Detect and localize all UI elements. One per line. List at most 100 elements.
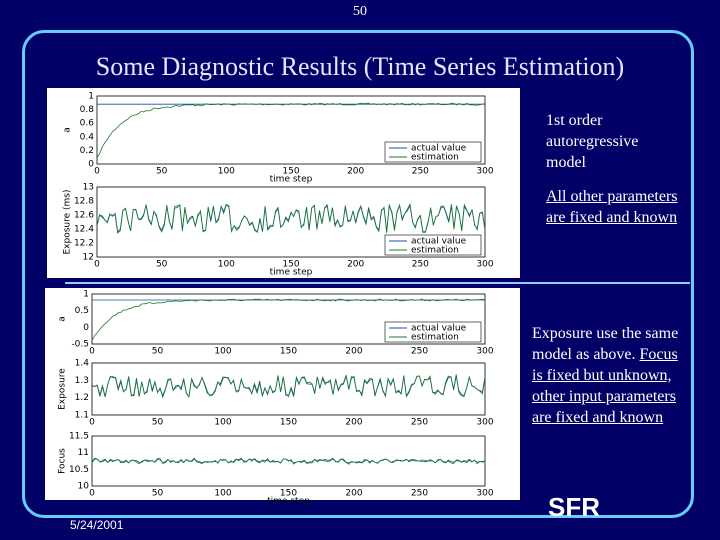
y-tick-label: 1.1 xyxy=(75,411,89,421)
note-underlined: Focus is fixed but unknown, other input … xyxy=(532,346,678,426)
y-tick-label: -0.5 xyxy=(71,340,89,350)
x-tick-label: 200 xyxy=(345,347,362,357)
note-text: Exposure use the same model as above. xyxy=(532,325,679,363)
x-tick-label: 200 xyxy=(345,489,362,499)
x-tick-label: 0 xyxy=(94,260,100,270)
x-tick-label: 150 xyxy=(280,347,297,357)
axes xyxy=(91,362,486,416)
axes xyxy=(96,186,486,258)
y-axis-label: Exposure xyxy=(58,368,68,410)
legend-box xyxy=(384,141,482,163)
x-tick-label: 300 xyxy=(476,167,493,177)
legend-label: estimation xyxy=(411,246,459,256)
x-axis-label: time step xyxy=(270,175,313,185)
y-tick-label: 13 xyxy=(83,183,94,193)
x-tick-label: 50 xyxy=(152,489,164,499)
x-tick-label: 0 xyxy=(89,347,95,357)
curve-estimation xyxy=(96,102,486,158)
x-tick-label: 0 xyxy=(89,418,95,428)
x-tick-label: 50 xyxy=(156,260,168,270)
x-tick-label: 0 xyxy=(89,489,95,499)
x-tick-label: 200 xyxy=(345,418,362,428)
x-tick-label: 250 xyxy=(412,260,429,270)
y-tick-label: 1.3 xyxy=(75,376,89,386)
y-tick-label: 1 xyxy=(88,92,94,102)
date: 5/24/2001 xyxy=(70,518,124,532)
note: 1st order autoregressive model xyxy=(546,110,676,173)
y-axis-label: Exposure (ms) xyxy=(63,189,73,254)
x-tick-label: 250 xyxy=(411,347,428,357)
x-tick-label: 150 xyxy=(280,489,297,499)
axes xyxy=(91,293,486,345)
x-tick-label: 250 xyxy=(412,167,429,177)
y-tick-label: 10 xyxy=(78,482,90,492)
y-tick-label: 0.2 xyxy=(80,146,94,156)
x-tick-label: 100 xyxy=(214,489,231,499)
x-tick-label: 300 xyxy=(476,489,493,499)
legend-box xyxy=(384,234,482,256)
y-tick-label: 1.4 xyxy=(75,359,90,369)
y-tick-label: 1 xyxy=(83,290,89,300)
y-tick-label: 12.6 xyxy=(74,211,94,221)
y-tick-label: 12.4 xyxy=(74,225,94,235)
x-axis-label: time step xyxy=(270,268,313,278)
x-tick-label: 300 xyxy=(476,347,493,357)
figure-background xyxy=(45,288,520,500)
y-tick-label: 11.5 xyxy=(69,432,89,442)
legend-label: actual value xyxy=(411,324,467,334)
legend-label: actual value xyxy=(411,144,467,154)
legend-label: estimation xyxy=(411,153,459,163)
legend-box xyxy=(384,321,482,343)
curve-estimation xyxy=(96,202,486,234)
y-tick-label: 0.5 xyxy=(75,306,89,316)
legend-label: estimation xyxy=(411,333,459,343)
y-axis-label: Focus xyxy=(58,448,68,474)
note: Exposure use the same model as above. Fo… xyxy=(532,323,682,428)
y-tick-label: 12 xyxy=(83,253,94,263)
slide-title: Some Diagnostic Results (Time Series Est… xyxy=(95,52,625,81)
logo: SFR xyxy=(548,492,600,522)
frame xyxy=(22,30,694,518)
x-tick-label: 50 xyxy=(152,418,164,428)
note-underlined: All other parameters are fixed and known xyxy=(546,188,678,226)
x-tick-label: 50 xyxy=(156,167,168,177)
legend-label: actual value xyxy=(411,237,467,247)
x-tick-label: 150 xyxy=(282,260,299,270)
x-tick-label: 100 xyxy=(218,167,235,177)
x-tick-label: 200 xyxy=(347,260,364,270)
y-tick-label: 1.2 xyxy=(75,393,89,403)
x-axis-label: time step xyxy=(267,497,310,507)
x-tick-label: 150 xyxy=(280,418,297,428)
x-tick-label: 250 xyxy=(411,489,428,499)
axes xyxy=(96,95,486,165)
y-tick-label: 0 xyxy=(83,323,89,333)
x-tick-label: 300 xyxy=(476,260,493,270)
y-tick-label: 12.2 xyxy=(74,239,94,249)
x-tick-label: 100 xyxy=(214,418,231,428)
curve-estimation xyxy=(91,457,486,465)
y-tick-label: 0 xyxy=(88,160,94,170)
curve-estimation xyxy=(91,298,486,341)
x-tick-label: 50 xyxy=(152,347,164,357)
x-tick-label: 200 xyxy=(347,167,364,177)
x-tick-label: 0 xyxy=(94,167,100,177)
y-tick-label: 10.5 xyxy=(69,465,89,475)
page-number: 50 xyxy=(353,4,367,19)
x-tick-label: 100 xyxy=(218,260,235,270)
note-text: 1st order autoregressive model xyxy=(546,112,639,171)
curve-estimation xyxy=(91,374,486,399)
x-tick-label: 100 xyxy=(214,347,231,357)
y-tick-label: 0.6 xyxy=(80,119,95,129)
separator xyxy=(65,282,690,284)
y-axis-label: a xyxy=(58,316,68,322)
x-tick-label: 150 xyxy=(282,167,299,177)
y-tick-label: 11 xyxy=(78,448,89,458)
note: All other parameters are fixed and known xyxy=(546,186,686,228)
y-tick-label: 12.8 xyxy=(74,197,94,207)
y-tick-label: 0.8 xyxy=(80,105,95,115)
x-tick-label: 300 xyxy=(476,418,493,428)
y-tick-label: 0.4 xyxy=(80,132,95,142)
x-tick-label: 250 xyxy=(411,418,428,428)
